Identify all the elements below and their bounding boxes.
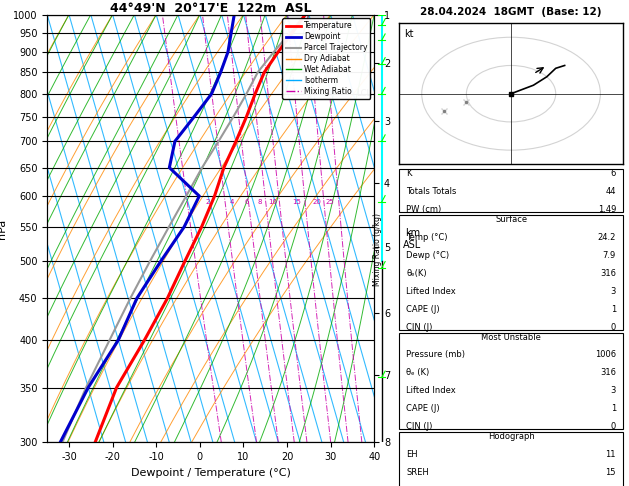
Text: PW (cm): PW (cm) [406, 205, 442, 214]
Text: 6: 6 [611, 170, 616, 178]
Text: 1: 1 [611, 404, 616, 413]
Text: θₑ(K): θₑ(K) [406, 269, 426, 278]
Text: kt: kt [404, 29, 413, 39]
Text: K: K [406, 170, 411, 178]
Text: Most Unstable: Most Unstable [481, 332, 541, 342]
Text: 0: 0 [611, 323, 616, 331]
Text: 1.49: 1.49 [598, 205, 616, 214]
Bar [399, 432, 623, 486]
Text: 1: 1 [611, 305, 616, 314]
Text: 1006: 1006 [595, 350, 616, 360]
Text: 15: 15 [292, 199, 301, 205]
X-axis label: Dewpoint / Temperature (°C): Dewpoint / Temperature (°C) [131, 468, 291, 478]
Text: 316: 316 [600, 368, 616, 378]
Text: Dewp (°C): Dewp (°C) [406, 251, 449, 260]
Text: 2: 2 [205, 199, 209, 205]
Text: 25: 25 [325, 199, 334, 205]
Text: 20: 20 [312, 199, 321, 205]
Text: Temp (°C): Temp (°C) [406, 233, 448, 242]
Title: 44°49'N  20°17'E  122m  ASL: 44°49'N 20°17'E 122m ASL [110, 1, 311, 15]
Text: θₑ (K): θₑ (K) [406, 368, 430, 378]
Text: Lifted Index: Lifted Index [406, 287, 456, 296]
Text: 3: 3 [611, 287, 616, 296]
Text: 24.2: 24.2 [598, 233, 616, 242]
Text: Hodograph: Hodograph [487, 432, 535, 441]
Y-axis label: hPa: hPa [0, 218, 8, 239]
Text: EH: EH [406, 450, 418, 459]
Text: LCL: LCL [355, 89, 370, 98]
Text: CAPE (J): CAPE (J) [406, 404, 440, 413]
Y-axis label: km
ASL: km ASL [403, 228, 421, 250]
Text: CAPE (J): CAPE (J) [406, 305, 440, 314]
Text: 8: 8 [258, 199, 262, 205]
Text: 6: 6 [245, 199, 249, 205]
Text: CIN (J): CIN (J) [406, 323, 433, 331]
Text: Mixing Ratio (g/kg): Mixing Ratio (g/kg) [373, 213, 382, 286]
Text: CIN (J): CIN (J) [406, 422, 433, 431]
Text: 11: 11 [606, 450, 616, 459]
Text: 3: 3 [611, 386, 616, 395]
Text: Pressure (mb): Pressure (mb) [406, 350, 465, 360]
Text: 4: 4 [230, 199, 234, 205]
Text: Lifted Index: Lifted Index [406, 386, 456, 395]
Text: 0: 0 [611, 422, 616, 431]
Text: 28.04.2024  18GMT  (Base: 12): 28.04.2024 18GMT (Base: 12) [420, 7, 602, 17]
Bar [399, 215, 623, 330]
Bar [399, 170, 623, 212]
Text: SREH: SREH [406, 468, 429, 477]
Bar [399, 332, 623, 429]
Legend: Temperature, Dewpoint, Parcel Trajectory, Dry Adiabat, Wet Adiabat, Isotherm, Mi: Temperature, Dewpoint, Parcel Trajectory… [282, 18, 370, 99]
Text: Surface: Surface [495, 215, 527, 224]
Text: 7.9: 7.9 [603, 251, 616, 260]
Text: Totals Totals: Totals Totals [406, 188, 457, 196]
Text: 316: 316 [600, 269, 616, 278]
Text: 44: 44 [606, 188, 616, 196]
Text: 10: 10 [269, 199, 277, 205]
Text: 15: 15 [606, 468, 616, 477]
